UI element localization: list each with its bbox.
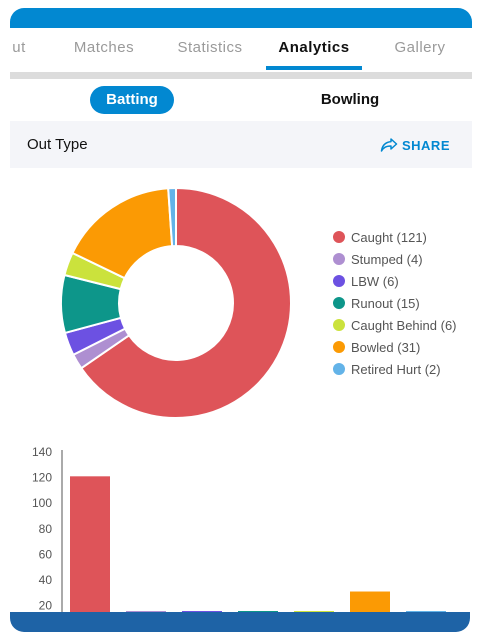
- legend-label: Retired Hurt (2): [351, 361, 441, 377]
- bar-caught-behind[interactable]: [294, 611, 334, 612]
- bar-runout[interactable]: [238, 611, 278, 612]
- legend-item[interactable]: Caught (121): [333, 226, 457, 248]
- share-icon: [380, 138, 398, 152]
- legend-label: Stumped (4): [351, 251, 423, 267]
- legend-label: Caught (121): [351, 229, 427, 245]
- legend-dot-icon: [333, 363, 345, 375]
- legend-label: Caught Behind (6): [351, 317, 457, 333]
- active-tab-indicator: [266, 66, 362, 70]
- out-type-donut-chart: [60, 186, 292, 419]
- tab-gallery[interactable]: Gallery: [394, 39, 446, 56]
- legend-dot-icon: [333, 319, 345, 331]
- tab-analytics[interactable]: Analytics: [278, 39, 350, 56]
- donut-slice-caught[interactable]: [79, 186, 292, 419]
- bar-bowled[interactable]: [350, 591, 390, 612]
- legend-dot-icon: [333, 231, 345, 243]
- bowling-button[interactable]: Bowling: [320, 91, 380, 108]
- share-button[interactable]: SHARE: [380, 135, 450, 155]
- batting-bowling-toggle: Batting Bowling: [10, 86, 472, 114]
- legend-item[interactable]: LBW (6): [333, 270, 457, 292]
- tab-bar-divider: [10, 72, 472, 79]
- bottom-bar: [10, 612, 470, 632]
- y-tick-label: 40: [39, 573, 53, 587]
- legend-label: LBW (6): [351, 273, 399, 289]
- legend-item[interactable]: Stumped (4): [333, 248, 457, 270]
- legend-dot-icon: [333, 341, 345, 353]
- batting-button[interactable]: Batting: [90, 86, 174, 114]
- top-app-bar: [10, 8, 472, 28]
- bar-stumped[interactable]: [126, 611, 166, 612]
- bar-retired-hurt[interactable]: [406, 611, 446, 612]
- legend-label: Bowled (31): [351, 339, 421, 355]
- legend-item[interactable]: Retired Hurt (2): [333, 358, 457, 380]
- y-tick-label: 80: [39, 522, 53, 536]
- legend-dot-icon: [333, 253, 345, 265]
- y-tick-label: 60: [39, 547, 53, 561]
- y-tick-label: 20: [39, 599, 53, 612]
- section-title: Out Type: [27, 136, 88, 153]
- out-type-header: Out Type SHARE: [10, 121, 472, 168]
- tab-statistics[interactable]: Statistics: [177, 39, 243, 56]
- donut-slice-retired-hurt[interactable]: [167, 186, 177, 248]
- legend-item[interactable]: Runout (15): [333, 292, 457, 314]
- out-type-bar-chart: 140 120 100 80 60 40 20: [32, 445, 446, 612]
- tab-bar: ut Matches Statistics Analytics Gallery: [10, 28, 472, 72]
- legend-label: Runout (15): [351, 295, 420, 311]
- y-tick-label: 100: [32, 496, 52, 510]
- legend-item[interactable]: Bowled (31): [333, 336, 457, 358]
- legend-dot-icon: [333, 275, 345, 287]
- legend-item[interactable]: Caught Behind (6): [333, 314, 457, 336]
- bar-lbw[interactable]: [182, 611, 222, 612]
- y-tick-label: 140: [32, 445, 52, 459]
- share-label: SHARE: [401, 137, 450, 153]
- y-tick-label: 120: [32, 471, 52, 485]
- donut-legend: Caught (121) Stumped (4) LBW (6) Runout (15…: [333, 226, 457, 380]
- tab-partial[interactable]: ut: [12, 39, 26, 56]
- legend-dot-icon: [333, 297, 345, 309]
- tab-matches[interactable]: Matches: [73, 39, 135, 56]
- bar-caught[interactable]: [70, 476, 110, 612]
